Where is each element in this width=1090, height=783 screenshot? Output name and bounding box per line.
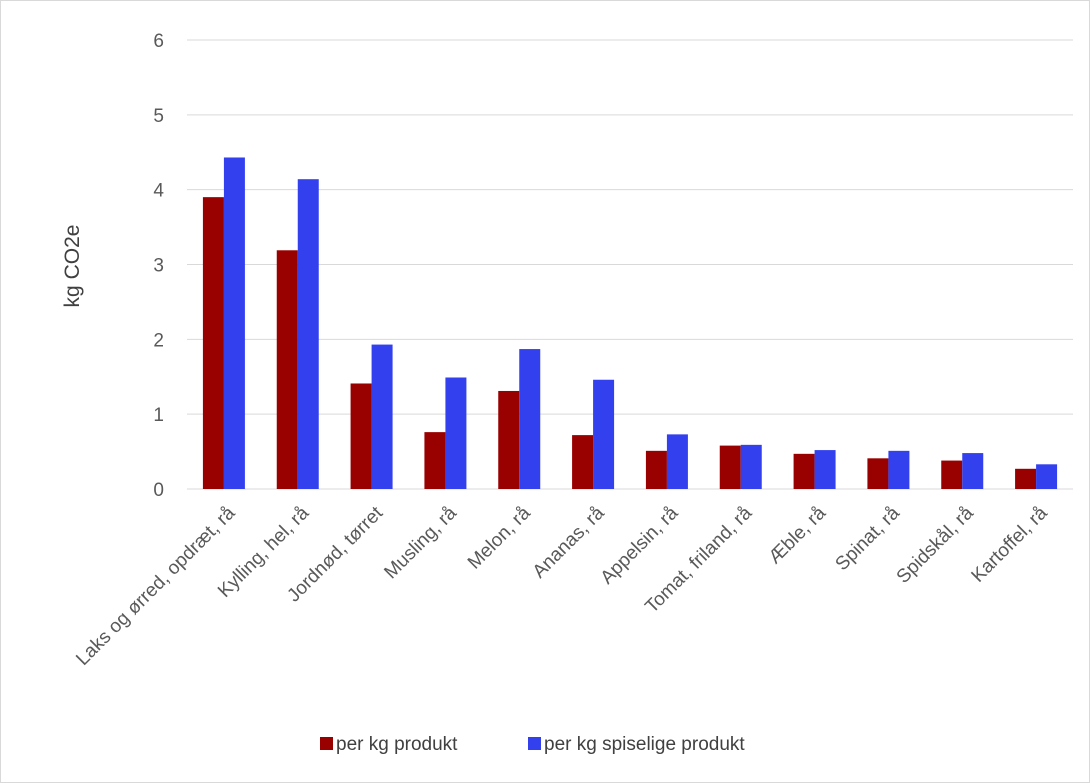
x-category-label: Spidskål, rå [893,502,978,587]
bar-per-kg-produkt [202,197,224,489]
y-tick-label: 6 [153,31,164,52]
y-tick-label: 3 [153,256,164,277]
x-category-label: Musling, rå [380,502,461,583]
bar-per-kg-produkt [1015,468,1037,489]
bar-per-kg-spiselige-produkt [888,450,910,489]
legend: per kg produkt per kg spiselige produkt [320,734,745,755]
bar-per-kg-produkt [941,460,963,489]
bar-per-kg-spiselige-produkt [223,157,245,489]
x-category-label: Spinat, rå [832,502,905,575]
bar-per-kg-produkt [719,445,741,489]
bar-per-kg-spiselige-produkt [1036,464,1058,489]
x-category-label: Kartoffel, rå [968,502,1052,586]
bar-per-kg-spiselige-produkt [962,453,984,489]
legend-swatch [320,737,333,750]
y-tick-label: 5 [153,106,164,127]
bar-per-kg-spiselige-produkt [445,377,467,489]
bars [202,157,1058,489]
bar-per-kg-spiselige-produkt [740,444,762,489]
y-tick-label: 2 [153,330,164,351]
y-axis-ticks: 0 1 2 3 4 5 6 [153,31,164,501]
x-category-label: Melon, rå [464,502,535,573]
bar-per-kg-produkt [350,383,372,489]
bar-per-kg-produkt [793,453,815,489]
bar-per-kg-produkt [498,390,520,489]
bar-per-kg-produkt [276,250,298,489]
bar-per-kg-spiselige-produkt [297,179,319,489]
bar-per-kg-produkt [645,450,667,489]
bar-per-kg-spiselige-produkt [814,450,836,489]
bar-per-kg-spiselige-produkt [593,379,615,489]
bar-per-kg-spiselige-produkt [666,434,688,489]
y-tick-label: 0 [153,480,164,501]
bar-per-kg-spiselige-produkt [371,344,393,489]
legend-swatch [528,737,541,750]
legend-item-per-kg-spiselige-produkt: per kg spiselige produkt [544,734,745,755]
bar-per-kg-produkt [867,458,889,489]
y-tick-label: 4 [153,181,164,202]
y-tick-label: 1 [153,405,164,426]
bar-per-kg-spiselige-produkt [519,349,541,489]
bar-per-kg-produkt [424,432,446,489]
y-axis-title: kg CO2e [61,225,84,308]
gridlines [187,39,1073,490]
bar-per-kg-produkt [572,435,594,489]
x-category-label: Æble, rå [764,502,830,568]
legend-item-per-kg-produkt: per kg produkt [336,734,458,755]
x-category-label: Ananas, rå [529,502,609,582]
